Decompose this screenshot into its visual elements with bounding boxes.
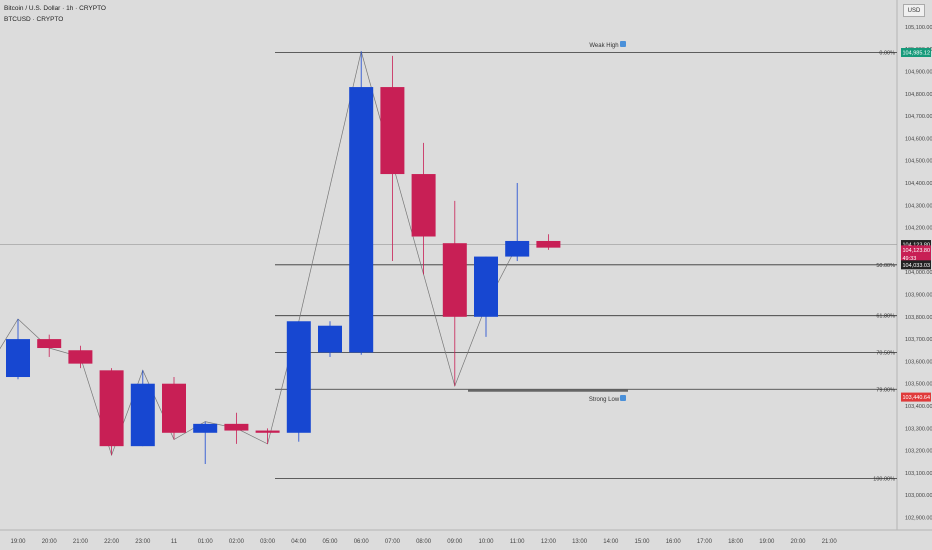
x-tick-label: 03:00 [260, 539, 276, 545]
x-tick-label: 20:00 [790, 539, 806, 545]
price-badge-label: 49:33 [903, 256, 917, 262]
bullish-candle [286, 321, 311, 433]
fib-level-label: 79.00% [876, 387, 895, 393]
currency-button[interactable]: USD [903, 4, 925, 17]
x-tick-label: 15:00 [634, 539, 650, 545]
x-tick-label: 17:00 [697, 539, 713, 545]
bearish-candle [442, 243, 467, 317]
price-badge [901, 253, 931, 263]
info-icon [620, 41, 626, 47]
x-tick-label: 07:00 [385, 539, 401, 545]
y-tick-label: 104,700.00 [905, 114, 932, 120]
x-tick-label: 20:00 [42, 539, 58, 545]
price-badge [901, 240, 931, 250]
x-tick-label: 23:00 [135, 539, 151, 545]
y-tick-label: 104,200.00 [905, 226, 932, 232]
bearish-candle [224, 423, 249, 431]
price-badge [901, 48, 931, 57]
bullish-candle [318, 325, 342, 353]
bearish-candle [411, 174, 436, 237]
weak-high-label: Weak High [589, 43, 618, 49]
x-tick-label: 09:00 [447, 539, 463, 545]
x-tick-label: 18:00 [728, 539, 744, 545]
price-badge-label: 103,440.64 [903, 395, 931, 401]
y-tick-label: 103,900.00 [905, 292, 932, 298]
y-tick-label: 103,600.00 [905, 359, 932, 365]
zigzag-line [0, 51, 518, 457]
bearish-candle [99, 370, 124, 447]
x-tick-label: 13:00 [572, 539, 588, 545]
price-badge-label: 104,985.12 [903, 51, 931, 57]
strong-low-label: Strong Low [589, 397, 620, 403]
x-tick-label: 12:00 [541, 539, 557, 545]
bullish-candle [505, 240, 530, 257]
fib-level-label: 0.00% [879, 51, 895, 57]
chart-title: Bitcoin / U.S. Dollar · 1h · CRYPTO [4, 5, 106, 12]
x-tick-label: 16:00 [666, 539, 682, 545]
bearish-candle [255, 430, 280, 433]
price-badge [901, 260, 931, 270]
bearish-candle [37, 339, 62, 349]
y-tick-label: 103,400.00 [905, 404, 932, 410]
x-tick-label: 06:00 [354, 539, 370, 545]
x-tick-label: 02:00 [229, 539, 245, 545]
y-tick-label: 103,000.00 [905, 493, 932, 499]
bearish-candle [68, 350, 93, 364]
price-badge [901, 392, 931, 402]
y-tick-label: 103,200.00 [905, 449, 932, 455]
x-tick-label: 05:00 [322, 539, 338, 545]
fib-level-label: 50.00% [876, 263, 895, 269]
x-tick-label: 22:00 [104, 539, 120, 545]
y-tick-label: 103,300.00 [905, 426, 932, 432]
bullish-candle [474, 256, 498, 317]
fib-level-label: 61.80% [876, 314, 895, 320]
price-badge-label: 104,123.80 [903, 248, 931, 254]
y-tick-label: 104,000.00 [905, 270, 932, 276]
symbol-subtitle: BTCUSD · CRYPTO [4, 16, 64, 23]
x-tick-label: 01:00 [198, 539, 214, 545]
x-tick-label: 04:00 [291, 539, 307, 545]
x-tick-label: 21:00 [822, 539, 838, 545]
bullish-candle [349, 87, 374, 353]
price-badge-label: 104,033.03 [903, 263, 931, 269]
fib-level-label: 100.00% [873, 477, 895, 483]
y-tick-label: 104,600.00 [905, 136, 932, 142]
x-tick-label: 11 [171, 539, 178, 545]
x-tick-label: 10:00 [478, 539, 494, 545]
x-tick-label: 11:00 [510, 539, 525, 545]
info-icon [620, 395, 626, 401]
bearish-candle [536, 240, 561, 248]
y-tick-label: 105,100.00 [905, 25, 932, 31]
y-tick-label: 104,500.00 [905, 159, 932, 165]
bullish-candle [193, 423, 218, 433]
y-tick-label: 104,300.00 [905, 203, 932, 209]
y-tick-label: 103,700.00 [905, 337, 932, 343]
y-tick-label: 104,400.00 [905, 181, 932, 187]
y-tick-label: 103,800.00 [905, 315, 932, 321]
y-tick-label: 104,800.00 [905, 92, 932, 98]
bearish-candle [162, 383, 186, 433]
price-badge [901, 245, 931, 255]
y-tick-label: 103,500.00 [905, 382, 932, 388]
fib-level-label: 70.50% [876, 350, 895, 356]
x-tick-label: 21:00 [73, 539, 89, 545]
x-tick-label: 19:00 [10, 539, 26, 545]
bullish-candle [130, 383, 155, 447]
y-tick-label: 103,100.00 [905, 471, 932, 477]
x-tick-label: 14:00 [603, 539, 619, 545]
x-tick-label: 08:00 [416, 539, 432, 545]
bullish-candle [6, 339, 30, 378]
x-tick-label: 19:00 [759, 539, 775, 545]
y-tick-label: 102,900.00 [905, 516, 932, 522]
y-tick-label: 104,900.00 [905, 69, 932, 75]
bearish-candle [380, 87, 405, 175]
